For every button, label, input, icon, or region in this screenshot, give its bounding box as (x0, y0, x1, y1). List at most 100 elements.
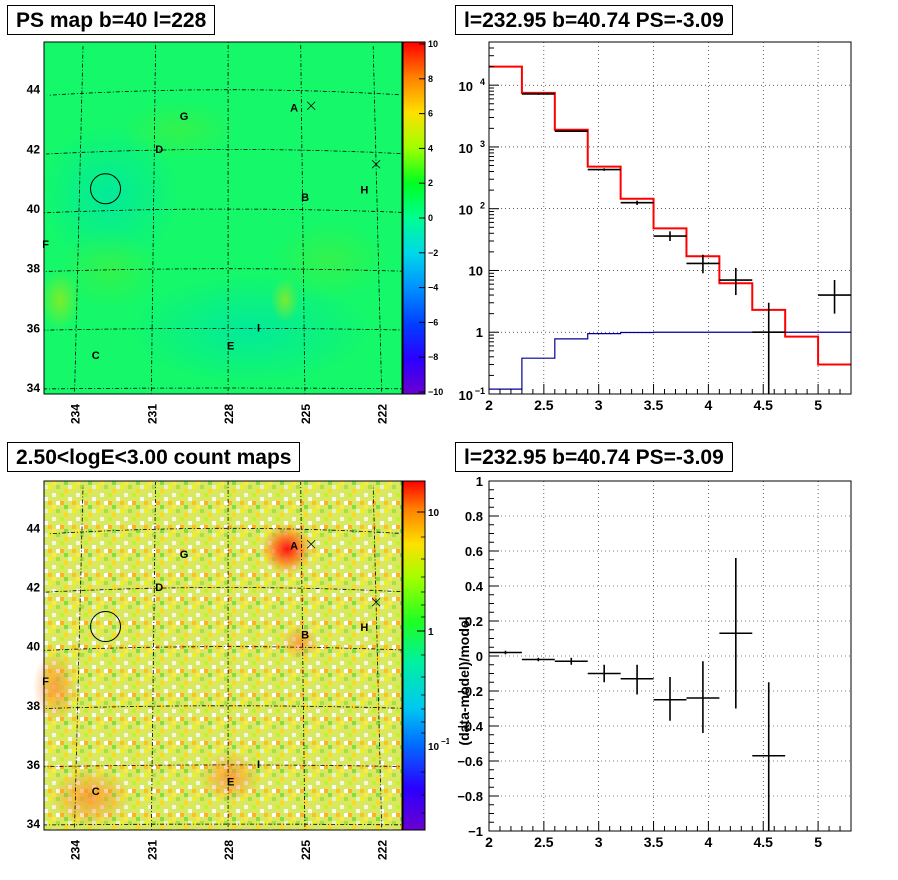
parallel-line (44, 208, 402, 214)
ps-map-title: PS map b=40 l=228 (7, 5, 216, 35)
colorbar-tick-label: 4 (428, 143, 433, 153)
colorbar-tick-label: 10 (428, 742, 440, 753)
meridian-line (300, 42, 306, 394)
ps-map-coordinate-grid (44, 42, 402, 394)
meridian-line (150, 481, 156, 830)
y-tick-exponent: 3 (480, 139, 485, 149)
source-label-h: H (360, 622, 368, 634)
source-label-a: A (290, 102, 298, 114)
x-tick-label: 4.5 (754, 397, 774, 413)
y-tick-label: 10 (459, 203, 473, 218)
x-tick-label: 2 (485, 834, 493, 850)
colorbar-tick-label: 10 (428, 508, 440, 519)
y-tick-label: 0.4 (465, 579, 484, 594)
colorbar-tick-label: 1 (428, 627, 434, 638)
count-map-title: 2.50<logE<3.00 count maps (7, 442, 301, 472)
y-tick-label: 34 (27, 817, 41, 831)
residual-point (554, 657, 588, 665)
spectrum-panel: 2 2.5 3 3.5 4 4.5 5 10 4 1 10 3 10 2 10 10 −1 l=232.95 b… (449, 0, 898, 437)
source-label-f: F (42, 676, 49, 688)
y-tick-label: 38 (27, 262, 41, 276)
count-map-coordinate-grid (44, 481, 402, 830)
y-tick-label: 0.6 (465, 544, 483, 559)
x-tick-label: 5 (814, 397, 822, 413)
data-point (653, 231, 687, 241)
source-label-i: I (257, 759, 260, 771)
source-label-a: A (290, 541, 298, 553)
x-tick-label: 5 (814, 834, 822, 850)
spectrum-series (489, 65, 851, 394)
count-map-hotspots (33, 523, 318, 827)
y-tick-label: −0.8 (457, 789, 483, 804)
source-cross-marker (306, 539, 316, 549)
residual-point (752, 682, 786, 831)
x-tick-label: 231 (145, 840, 159, 860)
target-circle-marker (90, 173, 122, 205)
data-point (620, 200, 654, 205)
residual-point (686, 661, 720, 733)
y-tick-label: 38 (27, 699, 41, 713)
ps-map-y-axis: 44 42 40 38 36 34 (27, 83, 41, 395)
meridian-line (300, 481, 306, 830)
x-tick-label: 222 (376, 404, 390, 424)
y-tick-label: 10 (459, 79, 473, 94)
y-tick-exponent: 4 (480, 77, 485, 87)
y-tick-label: 36 (27, 758, 41, 772)
colorbar-tick-label: 8 (428, 74, 433, 84)
data-point (686, 254, 720, 274)
y-tick-label: 1 (476, 474, 483, 489)
x-tick-label: 3.5 (644, 834, 664, 850)
y-tick-label: 42 (27, 142, 41, 156)
colorbar-tick-label: 2 (428, 178, 433, 188)
x-tick-label: 231 (145, 404, 159, 424)
count-map-panel: A B C D E F G H I 234 231 228 225 222 44 42 40 38 36 34 1… (0, 437, 451, 875)
source-label-d: D (155, 582, 163, 594)
x-tick-label: 4 (704, 834, 712, 850)
y-tick-label: 44 (27, 83, 41, 97)
y-tick-label: 10 (459, 388, 473, 403)
residual-panel: 2 2.5 3 3.5 4 4.5 5 1 0.8 0.6 0.4 0.2 0 −0.2 −0.4 −0.6 −… (449, 437, 898, 875)
residual-axes: 2 2.5 3 3.5 4 4.5 5 1 0.8 0.6 0.4 0.2 0 −0.2 −0.4 −0.6 −… (457, 474, 852, 850)
source-label-e: E (227, 340, 234, 352)
colorbar-tick-label: −4 (428, 283, 438, 293)
count-map-plot: A B C D E F G H I 234 231 228 225 222 44 42 40 38 36 34 1… (27, 480, 451, 860)
data-point (719, 267, 753, 296)
y-tick-label: −0.4 (457, 719, 483, 734)
data-point (587, 168, 621, 171)
y-tick-label: 1 (476, 325, 483, 340)
colorbar-tick-exponent: −1 (441, 737, 449, 746)
ps-map-x-axis: 234 231 228 225 222 (69, 404, 390, 424)
x-tick-label: 3 (595, 397, 603, 413)
residual-y-label: (data-model)/model (456, 616, 472, 745)
y-tick-label: 40 (27, 202, 41, 216)
y-tick-label: 10 (469, 263, 483, 278)
source-label-i: I (257, 322, 260, 334)
x-tick-label: 228 (222, 404, 236, 424)
residual-point (719, 558, 753, 709)
ps-map-texture (40, 100, 390, 385)
parallel-line (45, 587, 401, 593)
parallel-line (44, 328, 402, 331)
parallel-line (44, 646, 402, 651)
y-tick-label: 44 (27, 521, 41, 535)
meridian-line (372, 46, 383, 394)
residual-point (620, 664, 654, 695)
count-map-x-axis: 234 231 228 225 222 (69, 840, 390, 860)
y-tick-label: 42 (27, 580, 41, 594)
colorbar-tick-label: 10 (428, 39, 438, 49)
parallel-line (44, 764, 402, 768)
source-label-h: H (360, 184, 368, 196)
source-cross-marker (371, 597, 381, 607)
parallel-line (44, 705, 402, 709)
x-tick-label: 225 (299, 404, 313, 424)
ps-map-sources: A B C D E F G H I (42, 101, 381, 362)
residual-point (521, 657, 555, 662)
data-point (554, 130, 588, 132)
colorbar-tick-label: 0 (428, 213, 433, 223)
x-tick-label: 234 (69, 840, 83, 860)
x-tick-label: 2.5 (534, 834, 554, 850)
meridian-line (74, 46, 84, 394)
model-total-step-line (489, 65, 851, 366)
